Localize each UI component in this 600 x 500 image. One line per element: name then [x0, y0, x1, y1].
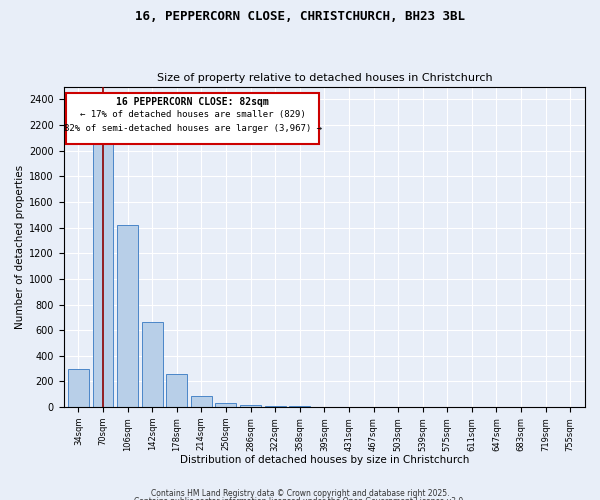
- Bar: [68, 368, 89, 407]
- Text: Contains HM Land Registry data © Crown copyright and database right 2025.: Contains HM Land Registry data © Crown c…: [151, 488, 449, 498]
- Y-axis label: Number of detached properties: Number of detached properties: [15, 165, 25, 329]
- Text: 16 PEPPERCORN CLOSE: 82sqm: 16 PEPPERCORN CLOSE: 82sqm: [116, 97, 269, 107]
- Bar: [215, 404, 236, 407]
- Bar: [240, 405, 261, 407]
- Text: 82% of semi-detached houses are larger (3,967) →: 82% of semi-detached houses are larger (…: [64, 124, 322, 132]
- Bar: [289, 406, 310, 407]
- FancyBboxPatch shape: [66, 93, 319, 144]
- Bar: [142, 322, 163, 407]
- Text: 16, PEPPERCORN CLOSE, CHRISTCHURCH, BH23 3BL: 16, PEPPERCORN CLOSE, CHRISTCHURCH, BH23…: [135, 10, 465, 23]
- Bar: [265, 406, 286, 407]
- Bar: [92, 144, 113, 407]
- Bar: [117, 225, 138, 407]
- X-axis label: Distribution of detached houses by size in Christchurch: Distribution of detached houses by size …: [179, 455, 469, 465]
- Text: ← 17% of detached houses are smaller (829): ← 17% of detached houses are smaller (82…: [80, 110, 305, 118]
- Text: Contains public sector information licensed under the Open Government Licence v3: Contains public sector information licen…: [134, 497, 466, 500]
- Title: Size of property relative to detached houses in Christchurch: Size of property relative to detached ho…: [157, 73, 492, 83]
- Bar: [191, 396, 212, 407]
- Bar: [166, 374, 187, 407]
